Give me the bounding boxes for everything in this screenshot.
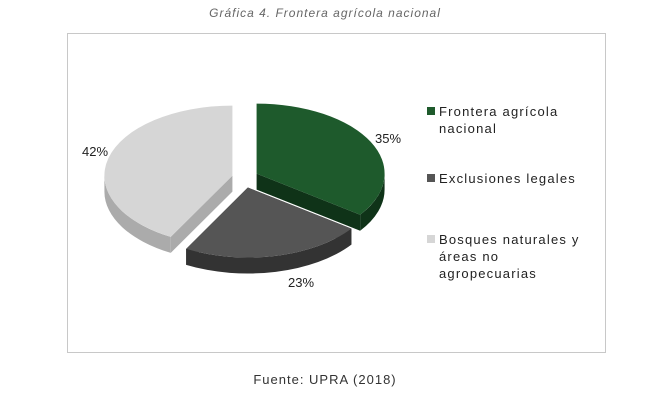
legend-label-bosques: Bosques naturales y áreas no agropecuari… bbox=[439, 232, 580, 281]
legend-item-bosques: Bosques naturales y áreas no agropecuari… bbox=[427, 231, 589, 282]
pie-slice-bosques bbox=[104, 105, 233, 237]
legend-swatch-bosques bbox=[427, 235, 435, 243]
legend-label-frontera: Frontera agrícola nacional bbox=[439, 104, 559, 136]
pie-label-bosques: 42% bbox=[82, 144, 108, 159]
pie-slice-exclusiones bbox=[186, 187, 352, 258]
legend-item-frontera: Frontera agrícola nacional bbox=[427, 103, 589, 137]
pie-slice-frontera bbox=[256, 103, 385, 215]
legend-swatch-frontera bbox=[427, 107, 435, 115]
legend-swatch-exclusiones bbox=[427, 174, 435, 182]
pie-slice-side-bosques bbox=[104, 175, 233, 253]
pie-label-exclusiones: 23% bbox=[288, 275, 314, 290]
chart-caption: Gráfica 4. Frontera agrícola nacional bbox=[209, 6, 441, 20]
pie-label-frontera: 35% bbox=[375, 131, 401, 146]
legend-item-exclusiones: Exclusiones legales bbox=[427, 170, 589, 187]
chart-source: Fuente: UPRA (2018) bbox=[253, 372, 397, 387]
legend-label-exclusiones: Exclusiones legales bbox=[439, 171, 576, 186]
pie-slice-side-frontera bbox=[256, 173, 385, 231]
